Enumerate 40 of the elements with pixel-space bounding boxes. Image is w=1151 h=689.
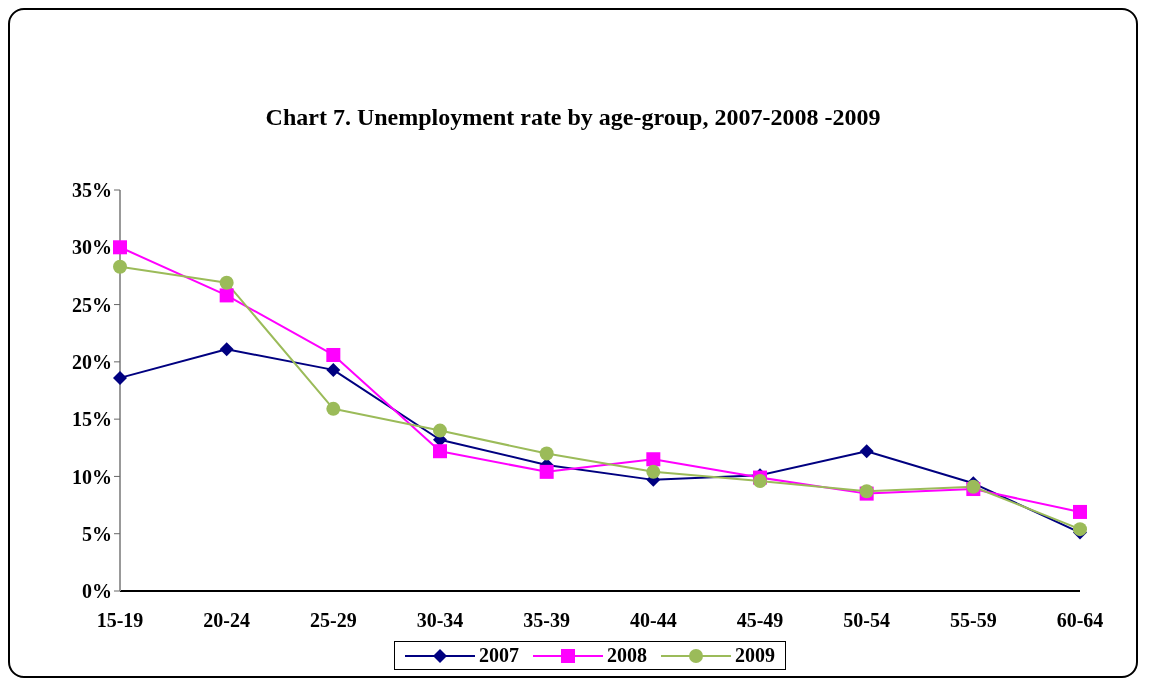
y-tick-label: 0%: [82, 580, 112, 603]
point: [113, 259, 127, 274]
x-tick-label: 55-59: [950, 609, 997, 632]
point: [539, 446, 554, 461]
x-tick-label: 45-49: [736, 609, 784, 632]
point: [433, 444, 447, 459]
y-tick-label: 25%: [72, 293, 112, 316]
x-tick-label: 30-34: [416, 609, 464, 632]
point: [1073, 504, 1087, 519]
point: [326, 362, 341, 377]
legend-label: 2007: [478, 644, 519, 667]
point: [646, 464, 661, 479]
point: [326, 401, 341, 416]
legend-label: 2009: [734, 644, 775, 667]
x-tick-label: 20-24: [203, 609, 250, 632]
point: [646, 452, 661, 467]
y-tick-label: 35%: [72, 179, 112, 202]
point: [859, 444, 874, 459]
x-tick-label: 35-39: [523, 609, 570, 632]
x-tick-label: 60-64: [1056, 609, 1104, 632]
x-tick-label: 25-29: [310, 609, 357, 632]
point: [219, 288, 234, 303]
chart-title: Chart 7. Unemployment rate by age-group, 2007-2008 -2009: [264, 104, 882, 131]
point: [219, 342, 234, 357]
point: [326, 347, 341, 362]
y-tick-label: 10%: [72, 465, 112, 488]
point: [113, 370, 127, 385]
x-tick-label: 15-19: [96, 609, 144, 632]
point: [433, 423, 447, 438]
point: [113, 240, 127, 255]
y-tick-label: 30%: [72, 236, 112, 259]
y-tick-label: 5%: [82, 522, 112, 545]
x-tick-label: 50-54: [843, 609, 890, 632]
point: [753, 474, 767, 489]
point: [539, 464, 554, 479]
y-tick-label: 15%: [72, 408, 112, 431]
x-tick-label: 40-44: [630, 609, 677, 632]
point: [219, 275, 234, 290]
y-tick-label: 20%: [72, 350, 112, 373]
legend-label: 2008: [606, 644, 647, 667]
